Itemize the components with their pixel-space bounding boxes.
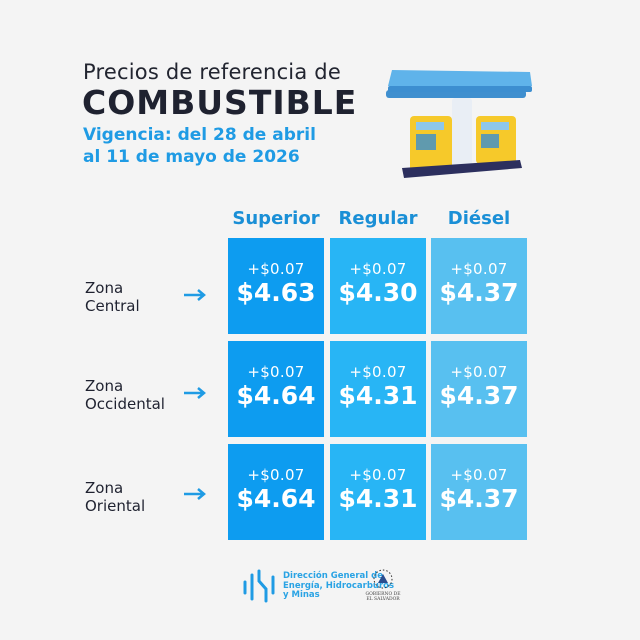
arrow-right-icon (184, 488, 206, 500)
dgehm-name: Dirección General de Energía, Hidrocarbu… (283, 571, 395, 600)
price-cell: +$0.07 $4.30 (330, 238, 426, 334)
price-cell: +$0.07 $4.37 (431, 238, 527, 334)
validity-period: Vigencia: del 28 de abril al 11 de mayo … (83, 125, 316, 167)
price-cell: +$0.07 $4.31 (330, 341, 426, 437)
arrow-right-icon (184, 289, 206, 301)
column-header-diesel: Diésel (447, 208, 511, 229)
price-cell: +$0.07 $4.37 (431, 444, 527, 540)
price-cell: +$0.07 $4.64 (228, 341, 324, 437)
price-cell: +$0.07 $4.31 (330, 444, 426, 540)
price-cell: +$0.07 $4.64 (228, 444, 324, 540)
zone-label-central: Zona Central (85, 279, 140, 315)
title-line-1: Precios de referencia de (83, 60, 341, 84)
zone-label-oriental: Zona Oriental (85, 479, 146, 515)
el-salvador-seal-icon (373, 569, 393, 589)
government-label: GOBIERNO DE EL SALVADOR (365, 592, 401, 602)
arrow-right-icon (184, 387, 206, 399)
zone-label-occidental: Zona Occidental (85, 377, 165, 413)
price-cell: +$0.07 $4.37 (431, 341, 527, 437)
gas-station-icon (386, 70, 532, 178)
price-cell: +$0.07 $4.63 (228, 238, 324, 334)
title-line-2: COMBUSTIBLE (82, 83, 358, 122)
dgehm-logo-icon (243, 569, 275, 603)
column-header-superior: Superior (232, 208, 320, 229)
column-header-regular: Regular (338, 208, 418, 229)
